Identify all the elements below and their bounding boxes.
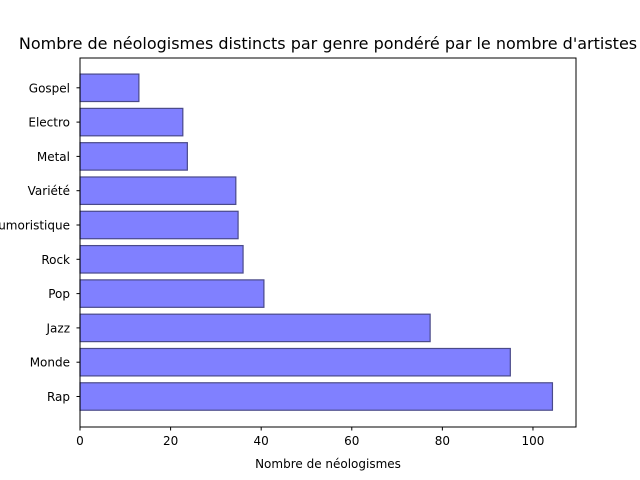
y-tick-label-metal: Metal <box>37 150 70 164</box>
bar-rap <box>79 382 554 411</box>
x-tick-label-60: 60 <box>344 434 359 448</box>
y-tick-label-gospel: Gospel <box>29 81 70 95</box>
bar-electro <box>79 107 184 137</box>
y-tick-label-variete: Variété <box>28 184 70 198</box>
y-tick-label-pop: Pop <box>48 287 70 301</box>
plot-frame <box>79 57 577 428</box>
y-tick-label-humoristique: Humoristique <box>0 219 70 233</box>
x-tick-label-100: 100 <box>522 434 545 448</box>
y-tick-label-electro: Electro <box>28 116 70 130</box>
x-ticks-group: 0 20 40 60 80 100 <box>76 427 544 448</box>
bars-group <box>79 73 554 411</box>
y-tick-label-rock: Rock <box>41 253 70 267</box>
y-tick-label-monde: Monde <box>30 356 70 370</box>
bar-variete <box>79 176 237 206</box>
bar-metal <box>79 142 188 171</box>
bar-humoristique <box>79 210 239 240</box>
bar-monde <box>79 347 511 377</box>
y-tick-label-jazz: Jazz <box>46 321 71 335</box>
bar-gospel <box>79 73 140 103</box>
x-tick-label-20: 20 <box>163 434 178 448</box>
chart-title: Nombre de néologismes distincts par genr… <box>19 34 637 53</box>
bar-jazz <box>79 313 431 343</box>
y-tick-label-rap: Rap <box>47 390 70 404</box>
x-tick-label-40: 40 <box>254 434 269 448</box>
x-tick-label-80: 80 <box>435 434 450 448</box>
x-axis-label: Nombre de néologismes <box>255 457 401 471</box>
x-tick-label-0: 0 <box>76 434 84 448</box>
y-ticks-group: Rap Monde Jazz Pop Rock Humoristique Variété Me… <box>0 81 80 404</box>
bar-rock <box>79 244 244 274</box>
bar-pop <box>79 279 265 308</box>
